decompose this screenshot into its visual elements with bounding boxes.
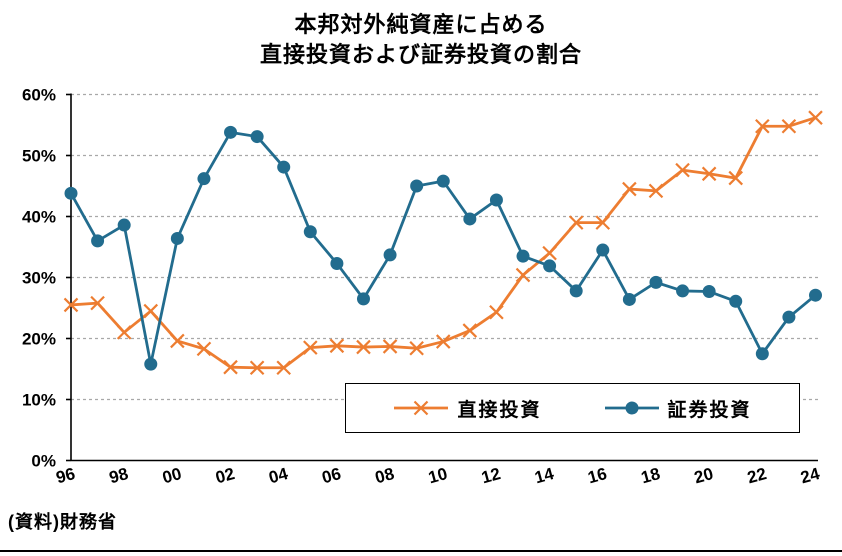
svg-text:22: 22	[745, 464, 768, 487]
svg-text:18: 18	[639, 464, 662, 487]
svg-text:24: 24	[798, 464, 822, 487]
legend-entry-direct: 直接投資	[393, 395, 541, 422]
svg-text:06: 06	[320, 464, 343, 487]
svg-text:00: 00	[160, 464, 183, 487]
legend-entry-securities: 証券投資	[604, 395, 752, 422]
svg-text:30%: 30%	[22, 269, 56, 288]
svg-text:04: 04	[267, 464, 291, 487]
svg-text:20: 20	[692, 464, 715, 487]
chart-title-line2: 直接投資および証券投資の割合	[259, 42, 582, 67]
svg-text:98: 98	[107, 464, 130, 487]
legend-label-direct: 直接投資	[457, 399, 542, 421]
svg-text:0%: 0%	[31, 452, 56, 471]
bottom-divider	[0, 550, 842, 552]
svg-text:08: 08	[373, 464, 396, 487]
svg-text:10%: 10%	[22, 391, 56, 410]
chart-title: 本邦対外純資産に占める 直接投資および証券投資の割合	[0, 10, 842, 70]
source-note: (資料)財務省	[8, 512, 117, 532]
direct-series-marker-icon	[394, 400, 449, 416]
svg-text:10: 10	[426, 464, 449, 487]
svg-text:60%: 60%	[22, 86, 56, 105]
svg-text:96: 96	[54, 464, 77, 487]
securities-series-marker-icon	[604, 401, 659, 415]
svg-text:14: 14	[533, 464, 557, 487]
svg-text:40%: 40%	[22, 208, 56, 227]
chart-legend: 直接投資 証券投資	[345, 383, 800, 433]
svg-text:20%: 20%	[22, 330, 56, 349]
legend-label-securities: 証券投資	[667, 399, 752, 421]
chart-title-line1: 本邦対外純資産に占める	[294, 12, 548, 37]
svg-text:16: 16	[586, 464, 609, 487]
svg-text:50%: 50%	[22, 147, 56, 166]
svg-text:12: 12	[479, 464, 502, 487]
svg-text:02: 02	[214, 464, 237, 487]
